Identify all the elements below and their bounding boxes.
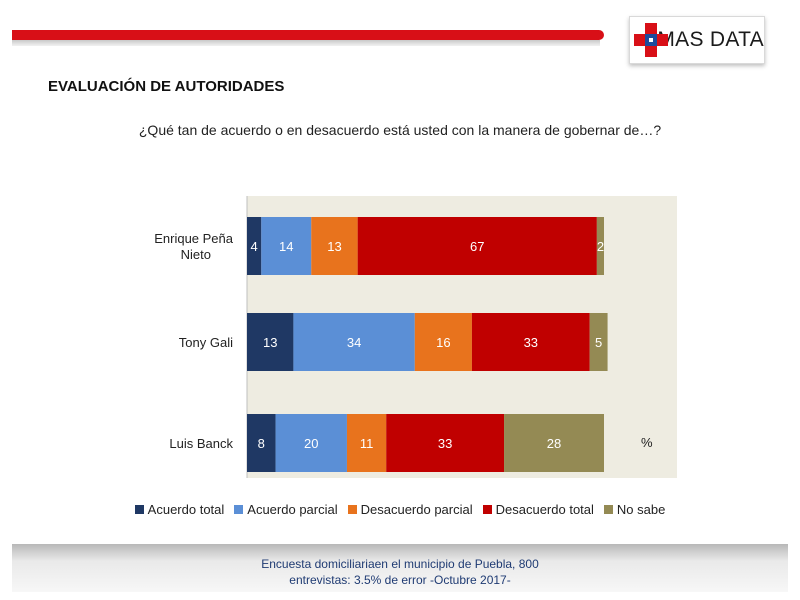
data-label: 34 bbox=[347, 335, 361, 350]
category-label: Tony Gali bbox=[179, 335, 233, 350]
footer-band bbox=[12, 544, 788, 592]
data-label: 13 bbox=[263, 335, 277, 350]
data-label: 2 bbox=[597, 239, 604, 254]
bar-segment bbox=[247, 313, 294, 371]
footer-note: Encuesta domiciliariaen el municipio de … bbox=[0, 556, 800, 588]
legend-label: Desacuerdo total bbox=[495, 502, 594, 517]
top-red-stripe bbox=[12, 30, 604, 40]
brand-logo: MAS DATA bbox=[629, 16, 765, 64]
unit-label: % bbox=[641, 435, 653, 450]
bar-segment bbox=[261, 217, 312, 275]
bar-segment bbox=[504, 414, 604, 472]
bar-segment bbox=[247, 414, 276, 472]
legend-label: Acuerdo parcial bbox=[247, 502, 338, 517]
legend-swatch bbox=[234, 505, 244, 514]
data-label: 14 bbox=[279, 239, 293, 254]
bar-segment bbox=[275, 414, 347, 472]
legend-item: Acuerdo total bbox=[134, 502, 225, 517]
bar-segment bbox=[357, 217, 597, 275]
footer-line-1: Encuesta domiciliariaen el municipio de … bbox=[261, 557, 539, 571]
category-label: Enrique Peña Nieto bbox=[154, 231, 234, 262]
legend-swatch bbox=[482, 505, 492, 514]
bar-segment bbox=[471, 313, 590, 371]
legend-swatch bbox=[134, 505, 144, 514]
legend-item: Acuerdo parcial bbox=[234, 502, 338, 517]
legend-label: Desacuerdo parcial bbox=[360, 502, 473, 517]
category-label: Luis Banck bbox=[169, 436, 233, 451]
data-label: 11 bbox=[360, 436, 374, 451]
bar-segment bbox=[247, 217, 262, 275]
legend-label: Acuerdo total bbox=[147, 502, 225, 517]
survey-question: ¿Qué tan de acuerdo o en desacuerdo está… bbox=[138, 122, 662, 138]
data-label: 28 bbox=[547, 436, 561, 451]
bar-segment bbox=[596, 217, 604, 275]
data-label: 16 bbox=[436, 335, 450, 350]
section-title: EVALUACIÓN DE AUTORIDADES bbox=[48, 78, 285, 95]
bar-segment bbox=[311, 217, 358, 275]
data-label: 67 bbox=[470, 239, 484, 254]
data-label: 5 bbox=[595, 335, 602, 350]
top-stripe-shadow bbox=[12, 40, 600, 46]
bar-segment bbox=[414, 313, 472, 371]
legend-item: No sabe bbox=[603, 502, 666, 517]
legend-swatch bbox=[603, 505, 613, 514]
brand-name: MAS DATA bbox=[657, 28, 764, 51]
bar-segment bbox=[589, 313, 608, 371]
legend-item: Desacuerdo parcial bbox=[347, 502, 473, 517]
data-label: 33 bbox=[438, 436, 452, 451]
bar-segment bbox=[346, 414, 387, 472]
cross-icon bbox=[634, 23, 668, 57]
chart-legend: Acuerdo total Acuerdo parcial Desacuerdo p… bbox=[0, 502, 800, 517]
bar-segment bbox=[293, 313, 415, 371]
legend-swatch bbox=[347, 505, 357, 514]
data-label: 20 bbox=[304, 436, 318, 451]
footer-line-2: entrevistas: 3.5% de error -Octubre 2017… bbox=[289, 573, 511, 587]
legend-item: Desacuerdo total bbox=[482, 502, 594, 517]
data-label: 33 bbox=[524, 335, 538, 350]
data-label: 13 bbox=[327, 239, 341, 254]
bar-segment bbox=[386, 414, 505, 472]
data-label: 8 bbox=[258, 436, 265, 451]
legend-label: No sabe bbox=[616, 502, 666, 517]
data-label: 4 bbox=[251, 239, 258, 254]
